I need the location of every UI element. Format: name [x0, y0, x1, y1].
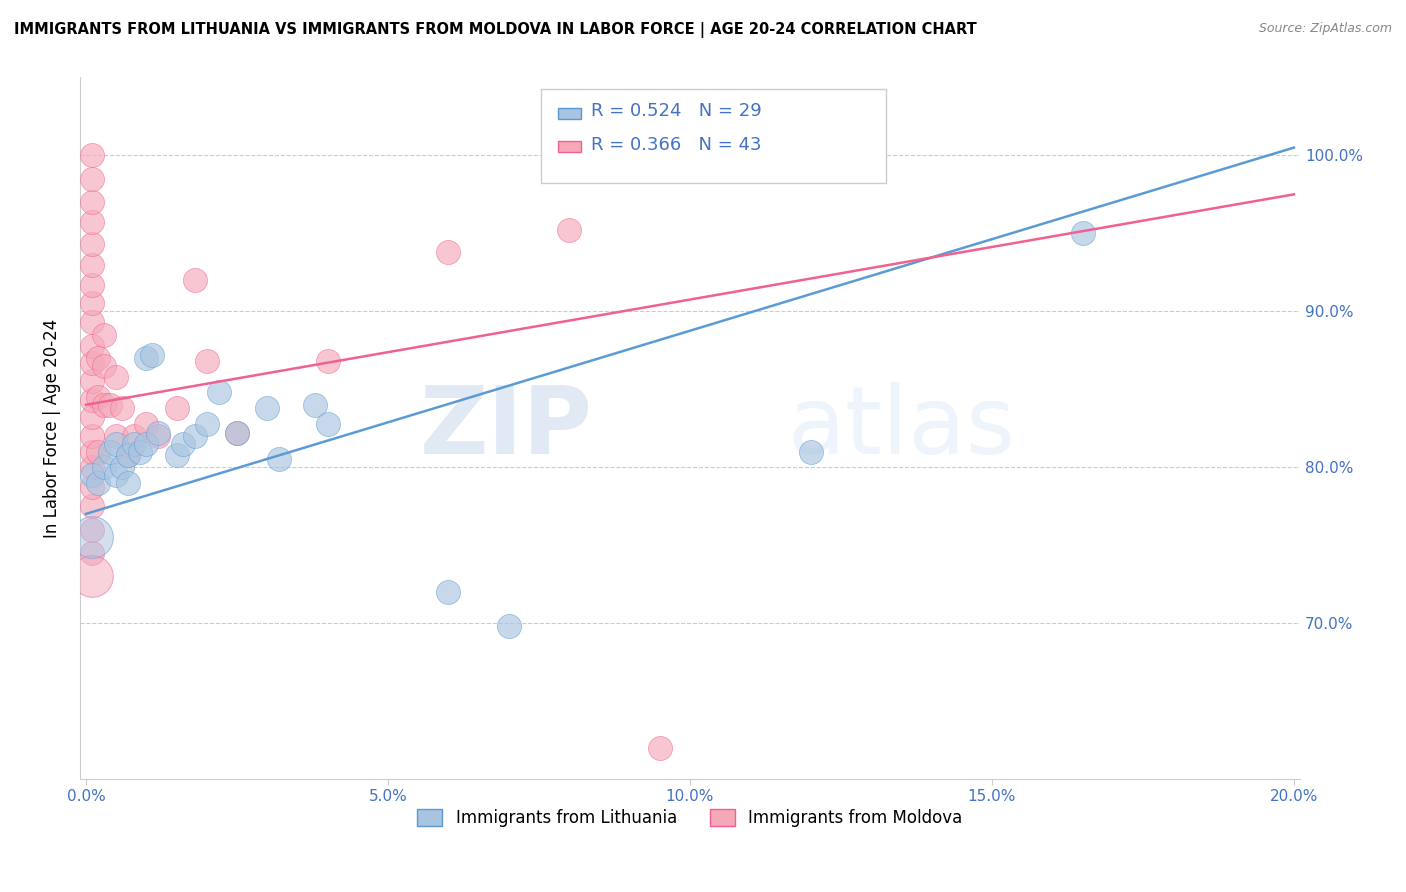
Point	[166, 401, 188, 415]
Point	[80, 296, 103, 310]
Point	[117, 475, 139, 490]
Point	[87, 444, 110, 458]
Point	[558, 223, 581, 237]
Text: Source: ZipAtlas.com: Source: ZipAtlas.com	[1258, 22, 1392, 36]
Y-axis label: In Labor Force | Age 20-24: In Labor Force | Age 20-24	[44, 318, 60, 538]
Point	[105, 436, 128, 450]
Point	[87, 475, 110, 490]
Point	[98, 444, 121, 458]
Point	[80, 338, 103, 352]
Point	[111, 401, 134, 415]
Point	[437, 585, 460, 599]
Point	[80, 393, 103, 408]
Point	[80, 530, 103, 544]
Point	[316, 354, 339, 368]
Point	[122, 436, 145, 450]
Point	[117, 448, 139, 462]
Point	[105, 369, 128, 384]
Point	[80, 480, 103, 494]
Point	[93, 359, 115, 373]
Point	[105, 467, 128, 482]
Point	[98, 398, 121, 412]
Point	[141, 348, 163, 362]
Point	[80, 195, 103, 210]
Legend: Immigrants from Lithuania, Immigrants from Moldova: Immigrants from Lithuania, Immigrants fr…	[411, 802, 969, 834]
Point	[648, 740, 671, 755]
Point	[80, 215, 103, 229]
Point	[80, 148, 103, 162]
Point	[87, 351, 110, 365]
Point	[498, 619, 520, 633]
Point	[316, 417, 339, 431]
Point	[80, 277, 103, 292]
Point	[80, 467, 103, 482]
Point	[183, 273, 205, 287]
Point	[226, 425, 249, 440]
Point	[117, 448, 139, 462]
Point	[135, 436, 157, 450]
Point	[80, 444, 103, 458]
Text: ZIP: ZIP	[419, 382, 592, 475]
Point	[148, 425, 170, 440]
Point	[80, 410, 103, 425]
Point	[226, 425, 249, 440]
Point	[87, 390, 110, 404]
Point	[80, 375, 103, 389]
Point	[256, 401, 278, 415]
Point	[437, 245, 460, 260]
Point	[93, 327, 115, 342]
Point	[135, 417, 157, 431]
Point	[80, 460, 103, 475]
Point	[195, 354, 218, 368]
Point	[304, 398, 326, 412]
Point	[135, 351, 157, 365]
Point	[80, 546, 103, 560]
Point	[800, 444, 823, 458]
Text: R = 0.366   N = 43: R = 0.366 N = 43	[591, 136, 761, 153]
Point	[80, 171, 103, 186]
Text: atlas: atlas	[787, 382, 1015, 475]
Point	[93, 398, 115, 412]
Point	[80, 429, 103, 443]
Point	[166, 448, 188, 462]
Point	[80, 523, 103, 537]
Text: R = 0.524   N = 29: R = 0.524 N = 29	[591, 103, 761, 120]
Point	[172, 436, 194, 450]
Text: IMMIGRANTS FROM LITHUANIA VS IMMIGRANTS FROM MOLDOVA IN LABOR FORCE | AGE 20-24 : IMMIGRANTS FROM LITHUANIA VS IMMIGRANTS …	[14, 22, 977, 38]
Point	[80, 356, 103, 370]
Point	[80, 499, 103, 513]
Point	[111, 460, 134, 475]
Point	[80, 569, 103, 583]
Point	[122, 429, 145, 443]
Point	[1071, 227, 1094, 241]
Point	[129, 444, 152, 458]
Point	[80, 258, 103, 272]
Point	[195, 417, 218, 431]
Point	[208, 385, 231, 400]
Point	[80, 237, 103, 252]
Point	[269, 452, 291, 467]
Point	[148, 429, 170, 443]
Point	[105, 429, 128, 443]
Point	[93, 460, 115, 475]
Point	[80, 315, 103, 329]
Point	[183, 429, 205, 443]
